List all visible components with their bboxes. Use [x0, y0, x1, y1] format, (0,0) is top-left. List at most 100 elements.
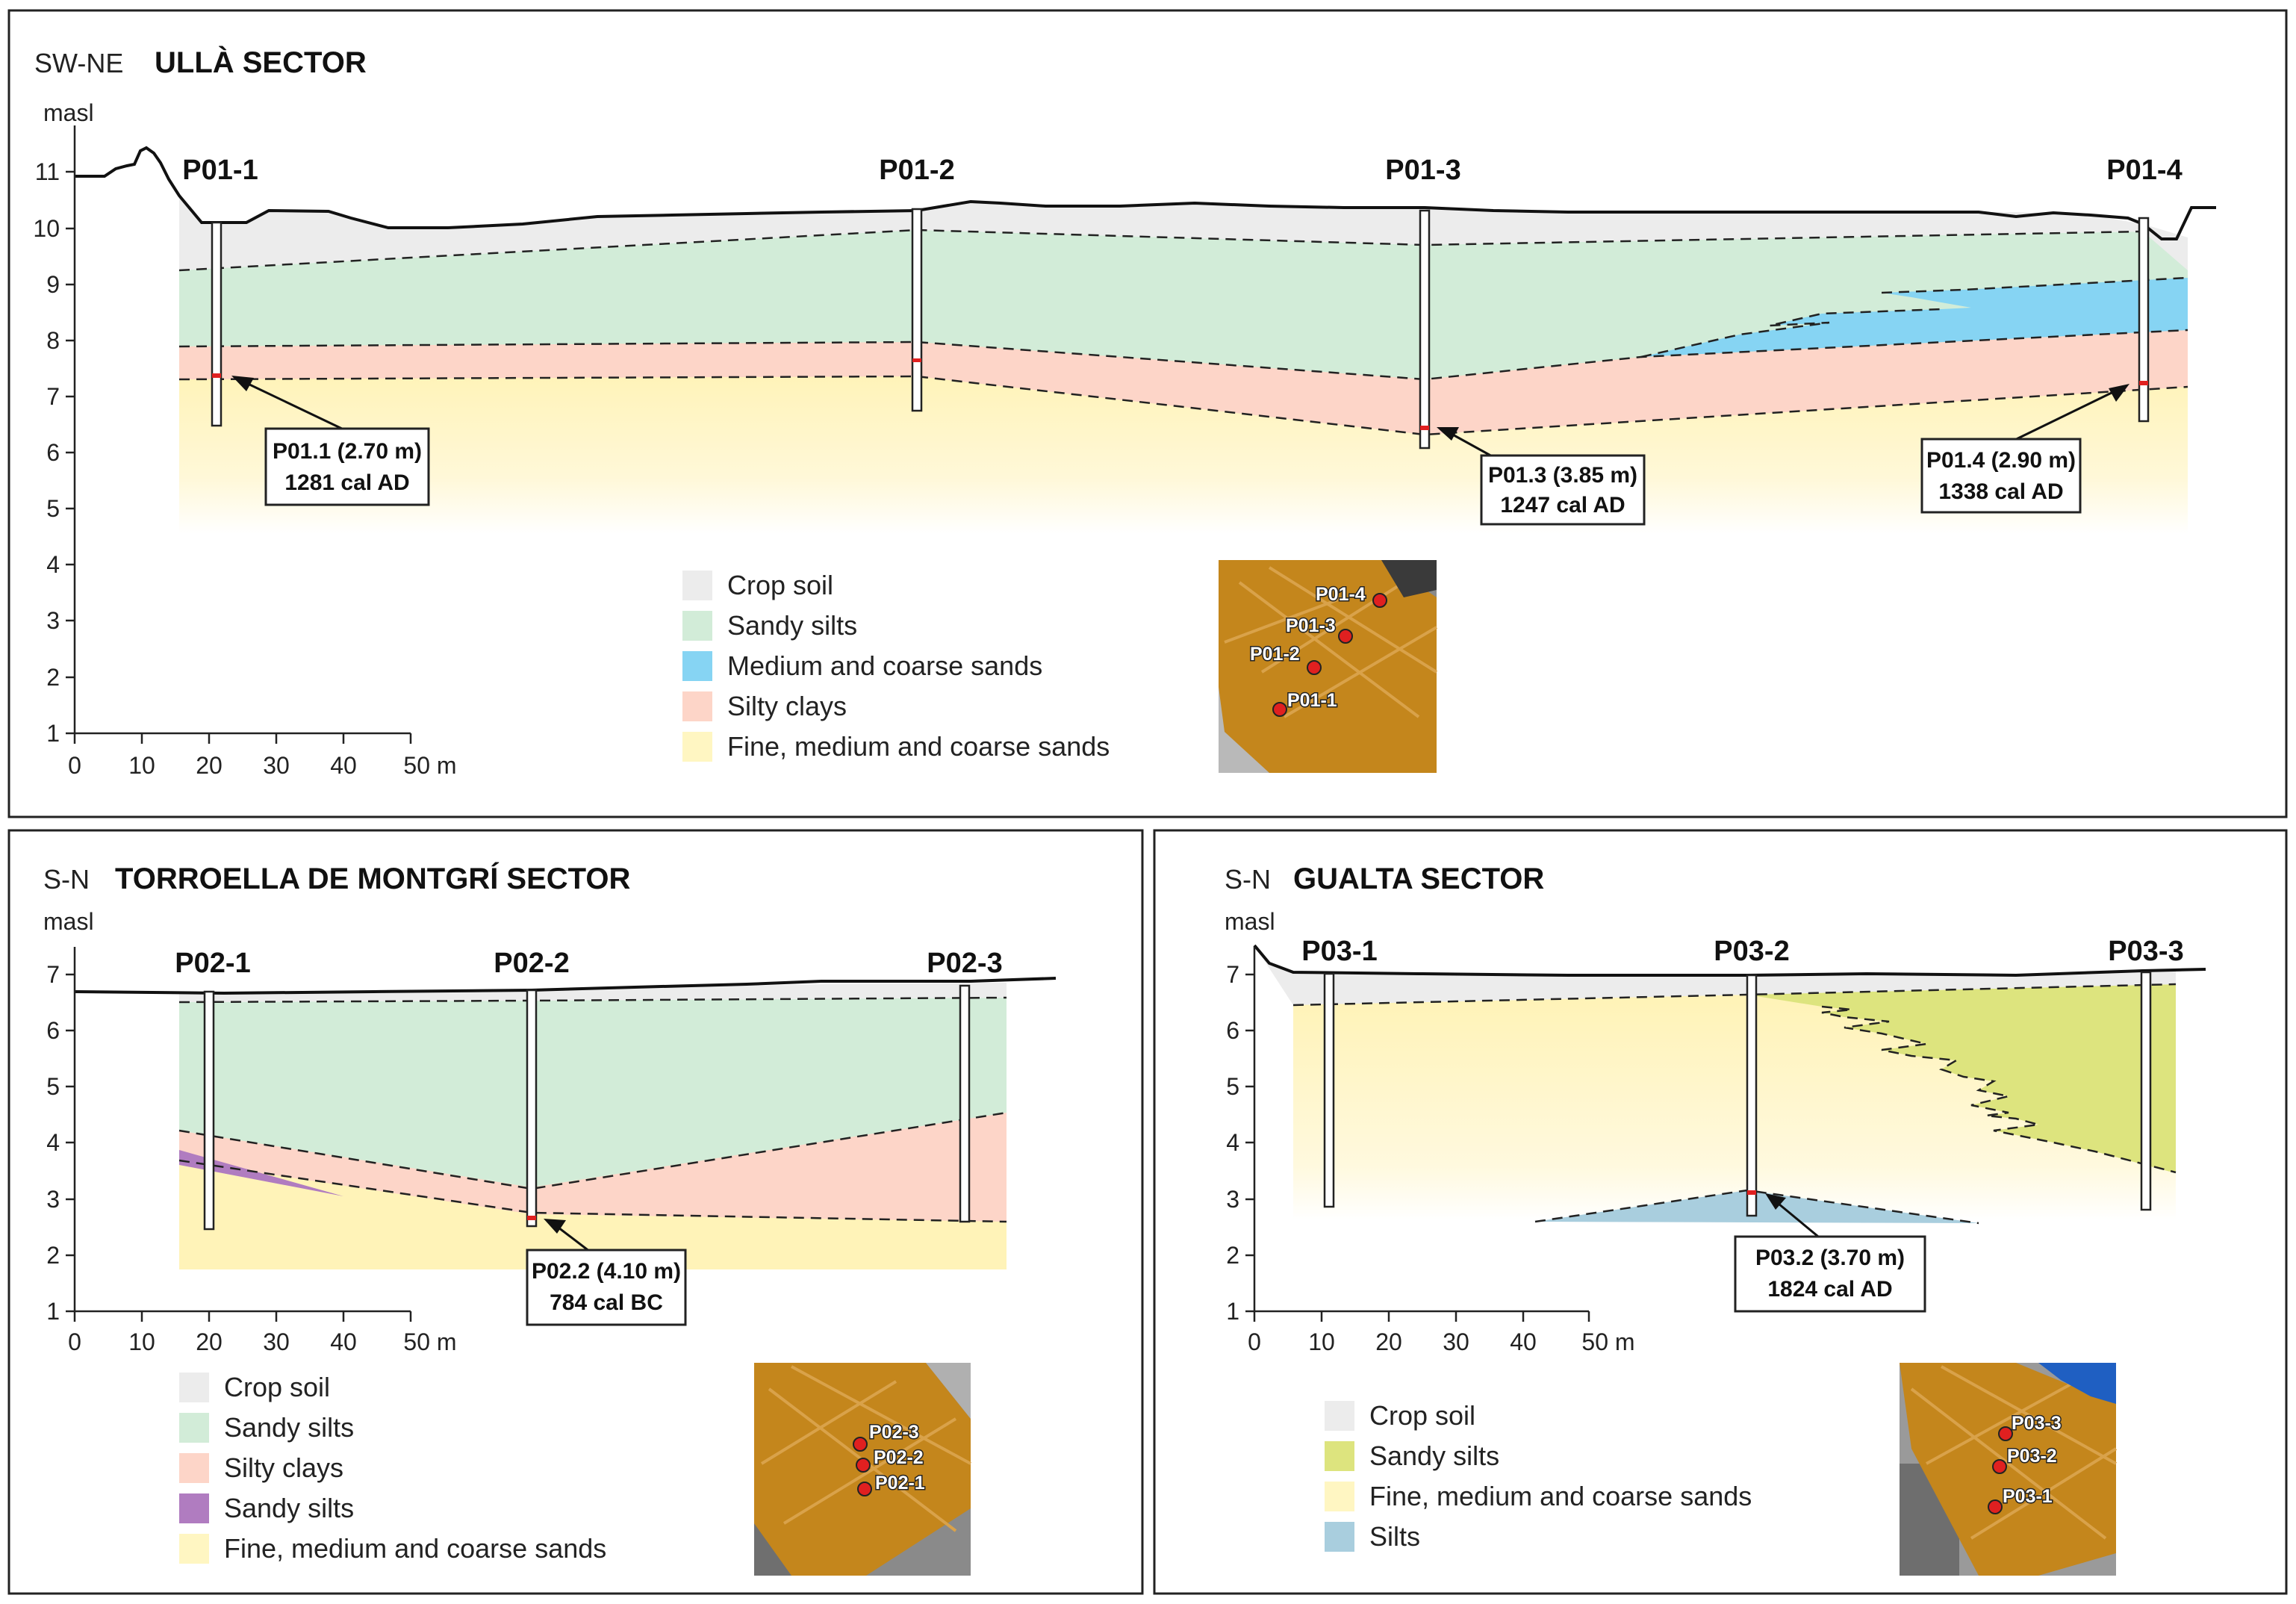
- layer-sandy-silts-purple: [179, 1150, 343, 1196]
- y-tick-label: 1: [46, 720, 60, 747]
- legend-swatch: [179, 1413, 209, 1443]
- arrow-head: [231, 376, 254, 391]
- y-axis: 1 2 3 4 5 6 7 8 9 10 11: [33, 125, 76, 747]
- core-label: P02-1: [175, 948, 250, 979]
- core-label: P02-3: [927, 948, 1002, 979]
- legend-swatch: [179, 1493, 209, 1523]
- y-tick-label: 5: [46, 1073, 60, 1100]
- y-tick-label: 3: [46, 1186, 60, 1213]
- map-label: P03-1: [2003, 1486, 2053, 1507]
- x-tick-label: 40: [330, 752, 357, 779]
- sample-marker: [912, 358, 921, 362]
- torroella-callouts: P02.2 (4.10 m) 784 cal BC: [526, 1219, 687, 1326]
- callout-date: 784 cal BC: [550, 1290, 663, 1315]
- legend-swatch: [1325, 1482, 1354, 1511]
- x-tick-label: 50 m: [403, 1328, 456, 1355]
- y-tick-label: 4: [46, 1129, 60, 1156]
- legend-swatch: [179, 1453, 209, 1483]
- core-label: P03-3: [2108, 936, 2183, 967]
- y-axis-unit: masl: [1225, 908, 1275, 935]
- map-label: P03-2: [2007, 1446, 2057, 1467]
- callout-box: [1480, 454, 1646, 526]
- core-tube: [211, 221, 223, 427]
- map-point: [1338, 629, 1353, 644]
- x-tick-label: 20: [1375, 1328, 1402, 1355]
- arrow-head: [1437, 427, 1459, 441]
- y-tick-label: 6: [46, 1017, 60, 1044]
- y-tick-label: 1: [46, 1298, 60, 1325]
- torroella-location-map: P02-3 P02-2 P02-1: [754, 1363, 971, 1576]
- core-label: P02-2: [494, 948, 569, 979]
- arrow-head: [2109, 384, 2129, 402]
- layer-crop-soil: [1254, 945, 2176, 1005]
- x-tick-label: 30: [1443, 1328, 1469, 1355]
- sample-marker: [2139, 381, 2148, 385]
- y-tick-label: 7: [1226, 961, 1239, 988]
- x-tick-label: 50 m: [1581, 1328, 1634, 1355]
- legend-label: Crop soil: [727, 570, 833, 600]
- torroella-cores: P02-1 P02-2 P02-3: [175, 948, 1003, 1231]
- map-label: P02-1: [875, 1473, 925, 1493]
- gualta-callouts: P03.2 (3.70 m) 1824 cal AD: [1734, 1193, 1926, 1313]
- legend-swatch: [682, 611, 712, 641]
- y-tick-label: 10: [33, 215, 60, 242]
- legend-label: Fine, medium and coarse sands: [727, 731, 1110, 762]
- core-tube: [2140, 971, 2152, 1211]
- y-tick-label: 2: [1226, 1242, 1239, 1269]
- ulla-location-map: P01-4 P01-3 P01-2 P01-1: [1219, 560, 1438, 773]
- panel-gualta: S-N GUALTA SECTOR masl 1 2 3 4 5 6 7: [1153, 829, 2288, 1595]
- callout-sample: P03.2 (3.70 m): [1755, 1246, 1905, 1270]
- layer-medium-coarse-sands: [1641, 278, 2188, 357]
- map-point: [1998, 1426, 2013, 1441]
- y-axis-unit: masl: [43, 99, 94, 126]
- y-tick-label: 5: [46, 495, 60, 522]
- legend-label: Medium and coarse sands: [727, 650, 1042, 681]
- core-label: P01-4: [2106, 155, 2182, 186]
- section-direction: SW-NE: [34, 48, 123, 78]
- y-tick-label: 5: [1226, 1073, 1239, 1100]
- legend-swatch: [1325, 1522, 1354, 1552]
- legend-label: Crop soil: [224, 1372, 330, 1402]
- x-tick-label: 10: [128, 1328, 155, 1355]
- legend-swatch: [179, 1534, 209, 1564]
- y-tick-label: 2: [46, 664, 60, 691]
- section-direction: S-N: [43, 864, 90, 895]
- y-tick-label: 11: [35, 158, 60, 185]
- sample-marker: [212, 373, 221, 378]
- x-tick-label: 0: [68, 752, 81, 779]
- section-title: TORROELLA DE MONTGRÍ SECTOR: [115, 862, 631, 895]
- torroella-layers: [179, 983, 1007, 1269]
- core-tube: [911, 208, 923, 412]
- callout-box: [1734, 1235, 1926, 1313]
- sample-marker: [1420, 426, 1429, 430]
- y-tick-label: 6: [46, 439, 60, 466]
- gualta-cores: P03-1 P03-2 P03-3: [1301, 936, 2184, 1217]
- y-tick-label: 7: [46, 383, 60, 410]
- map-label: P01-4: [1316, 584, 1366, 605]
- section-title: GUALTA SECTOR: [1293, 862, 1544, 895]
- x-tick-label: 10: [1308, 1328, 1335, 1355]
- sample-marker: [527, 1216, 536, 1220]
- callout-box: [264, 427, 430, 506]
- map-point: [1307, 660, 1322, 675]
- map-point: [857, 1482, 872, 1496]
- callout-date: 1824 cal AD: [1767, 1277, 1892, 1302]
- map-label: P01-1: [1287, 690, 1337, 711]
- x-tick-label: 30: [263, 752, 290, 779]
- y-axis: 1 2 3 4 5 6 7: [1226, 947, 1256, 1325]
- map-point: [1372, 593, 1387, 608]
- legend-label: Silty clays: [727, 691, 847, 721]
- ulla-cores: P01-1 P01-2 P01-3 P01-4: [182, 155, 2183, 450]
- map-point: [1988, 1499, 2003, 1514]
- map-label: P02-2: [874, 1447, 924, 1468]
- legend-label: Sandy silts: [224, 1493, 354, 1523]
- y-tick-label: 4: [1226, 1129, 1239, 1156]
- x-tick-label: 50 m: [403, 752, 456, 779]
- y-tick-label: 1: [1226, 1298, 1239, 1325]
- legend-label: Silty clays: [224, 1452, 343, 1483]
- core-label: P01-3: [1385, 155, 1460, 186]
- core-tube: [1419, 209, 1431, 450]
- callout-sample: P01.4 (2.90 m): [1926, 448, 2076, 473]
- y-tick-label: 3: [46, 607, 60, 634]
